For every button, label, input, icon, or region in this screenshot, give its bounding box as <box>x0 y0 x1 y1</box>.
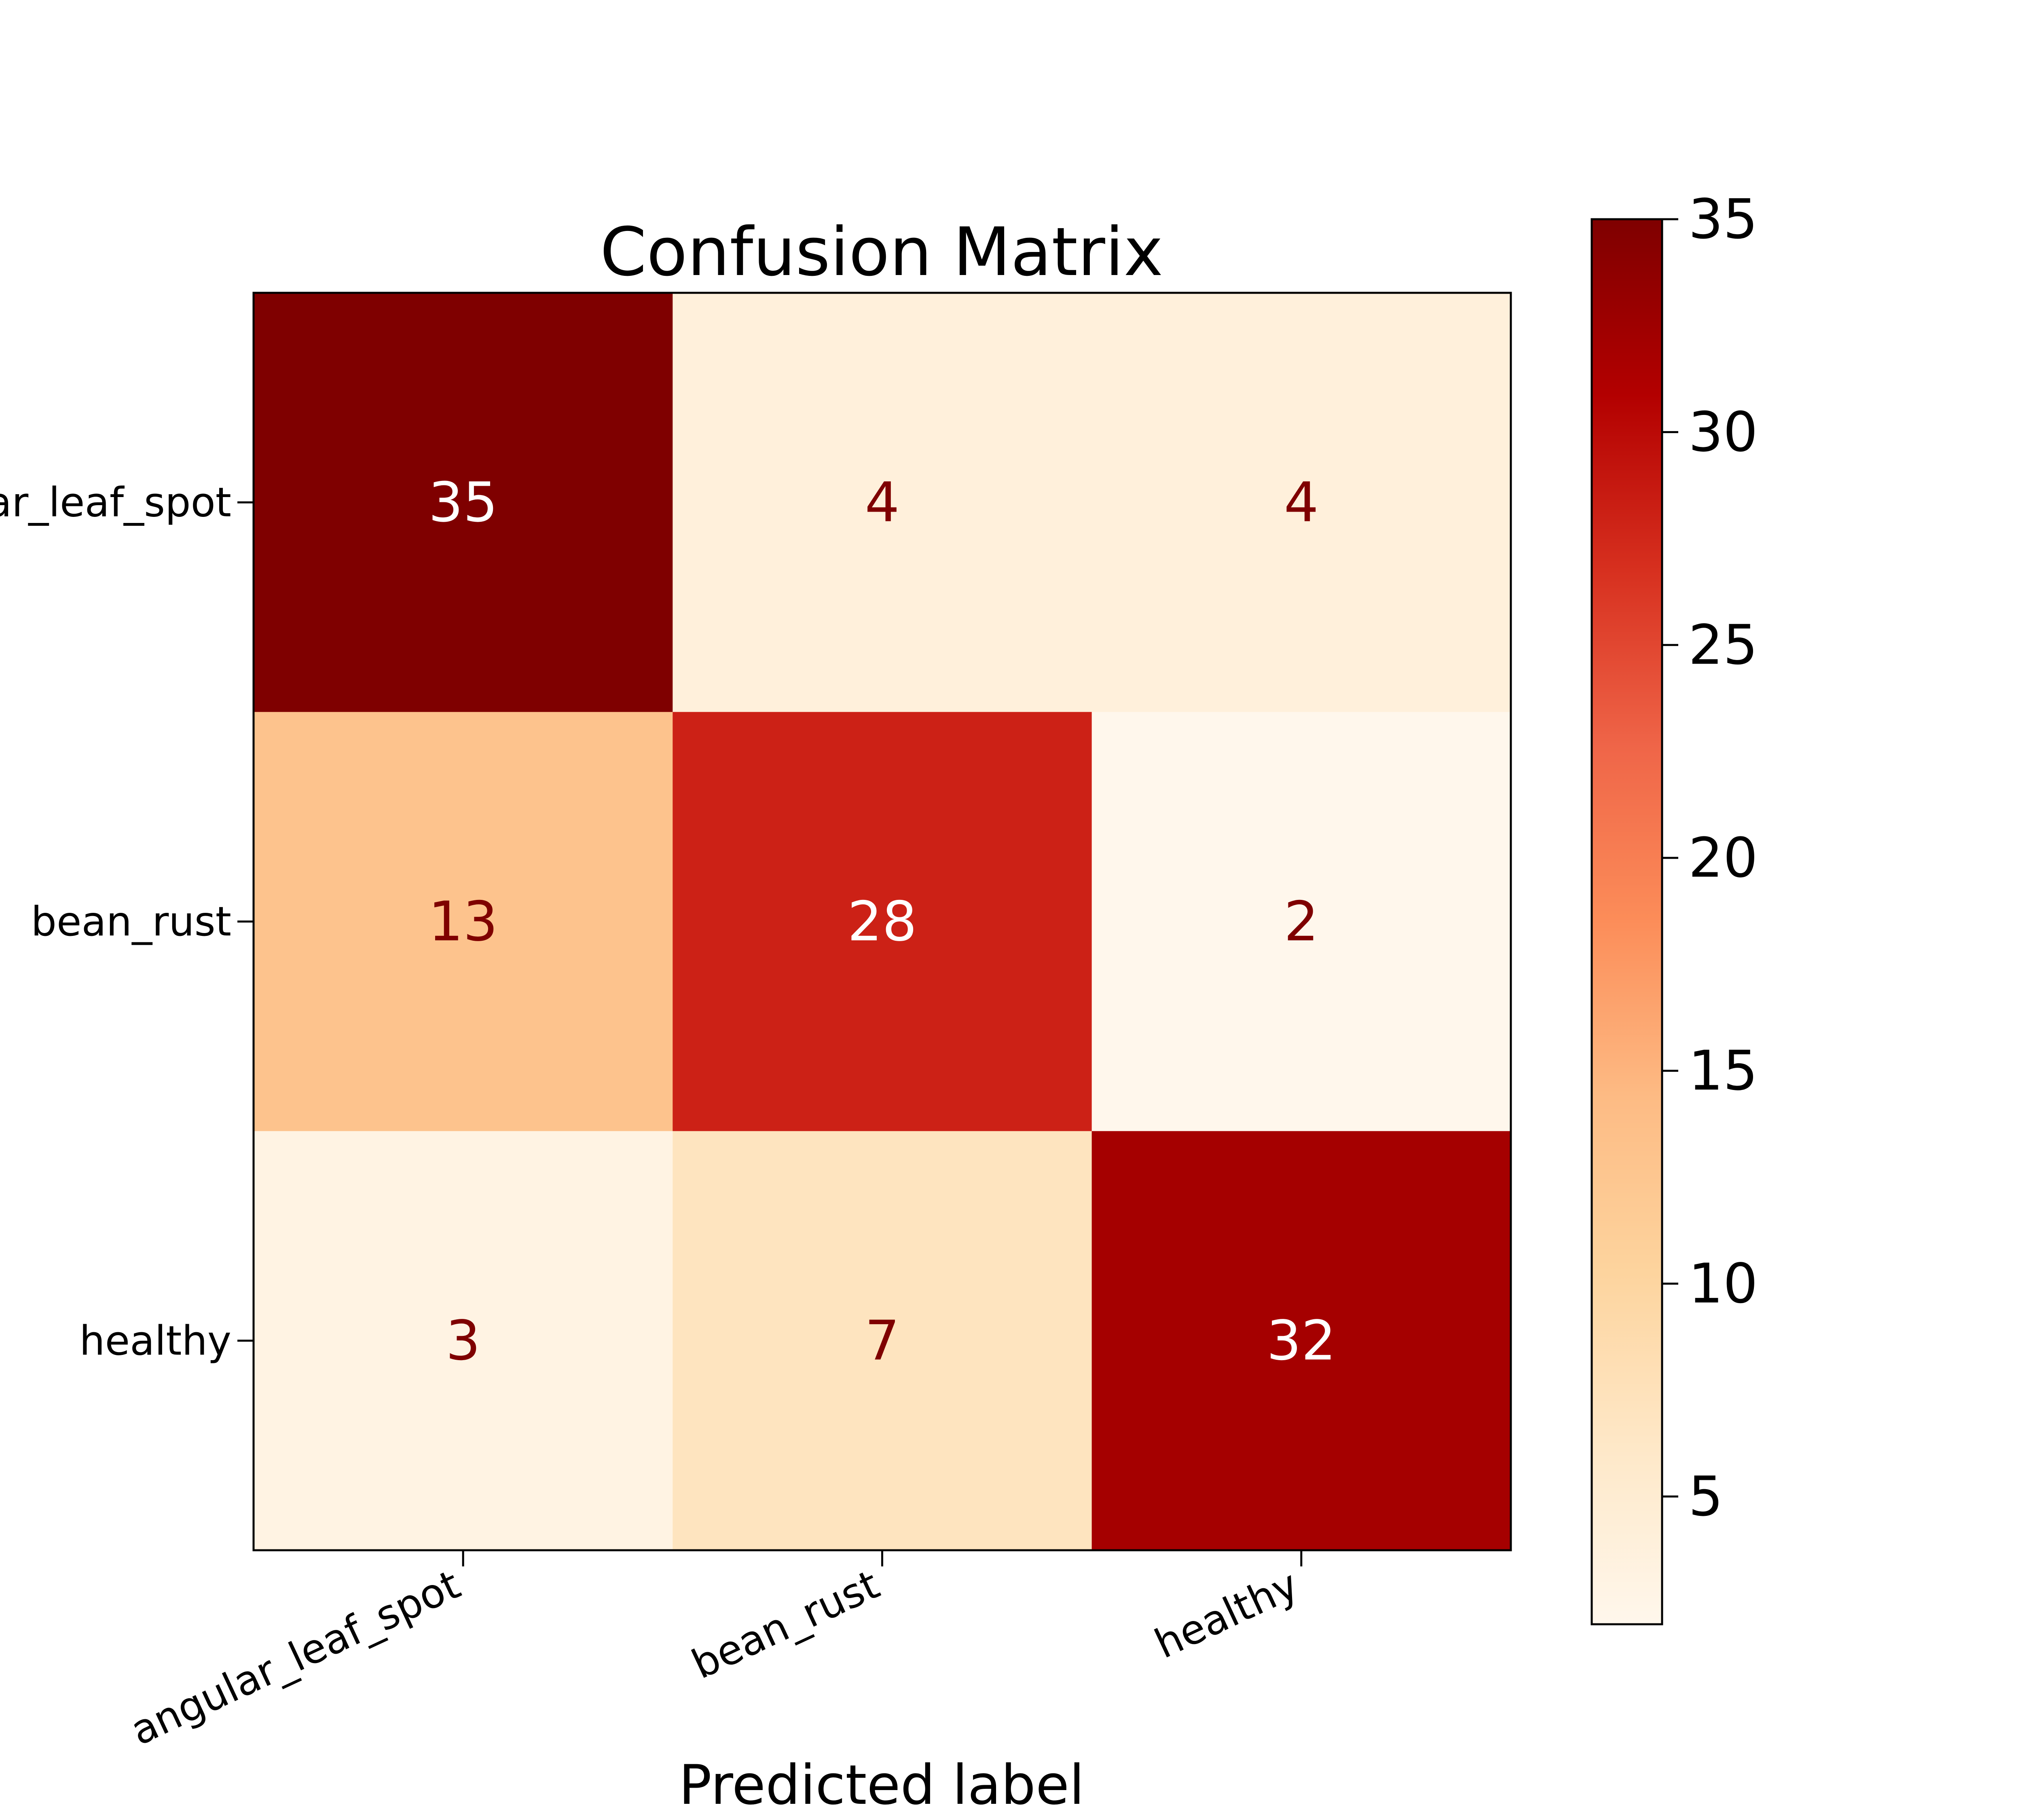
y-tick-label: healthy <box>79 1317 231 1364</box>
cell-value-label: 28 <box>848 890 917 953</box>
x-tick-label: bean_rust <box>685 1561 886 1688</box>
colorbar-tick-label: 5 <box>1688 1465 1723 1528</box>
cell-value-label: 32 <box>1267 1309 1336 1372</box>
heatmap-cell <box>1091 1131 1511 1551</box>
cell-value-label: 4 <box>1284 471 1319 534</box>
chart-title: Confusion Matrix <box>600 213 1163 291</box>
heatmap-cell-labels: 35 4 4 13 28 2 3 7 32 <box>428 471 1336 1373</box>
heatmap-cell <box>673 1131 1092 1551</box>
heatmap-cells <box>254 293 1511 1551</box>
x-tick-label: healthy <box>1148 1561 1305 1668</box>
heatmap-cell <box>1091 293 1511 712</box>
y-tick-label: bean_rust <box>31 898 231 945</box>
colorbar-tick-label: 35 <box>1688 188 1758 251</box>
cell-value-label: 7 <box>865 1309 900 1372</box>
x-axis-label: Predicted label <box>679 1753 1084 1817</box>
colorbar-tick-label: 10 <box>1688 1252 1758 1315</box>
x-axis-ticks: angular_leaf_spot bean_rust healthy <box>123 1550 1305 1754</box>
cell-value-label: 13 <box>428 890 498 953</box>
cell-value-label: 2 <box>1284 890 1319 953</box>
cell-value-label: 4 <box>865 471 900 534</box>
colorbar-tick-label: 20 <box>1688 826 1758 890</box>
heatmap-cell <box>1091 712 1511 1132</box>
heatmap-cell <box>254 293 673 712</box>
cell-value-label: 3 <box>446 1309 480 1372</box>
heatmap-cell <box>673 712 1092 1132</box>
colorbar-ticks: 5 10 15 20 25 30 35 <box>1662 188 1758 1528</box>
colorbar-tick-label: 15 <box>1688 1039 1758 1103</box>
heatmap-cell <box>254 712 673 1132</box>
x-tick-label: angular_leaf_spot <box>123 1561 467 1754</box>
colorbar <box>1591 218 1663 1625</box>
cell-value-label: 35 <box>428 471 498 534</box>
colorbar-tick-label: 30 <box>1688 400 1758 464</box>
heatmap-cell <box>673 293 1092 712</box>
colorbar-tick-label: 25 <box>1688 613 1758 677</box>
y-tick-label: angular_leaf_spot <box>0 479 231 526</box>
heatmap-cell <box>254 1131 673 1551</box>
